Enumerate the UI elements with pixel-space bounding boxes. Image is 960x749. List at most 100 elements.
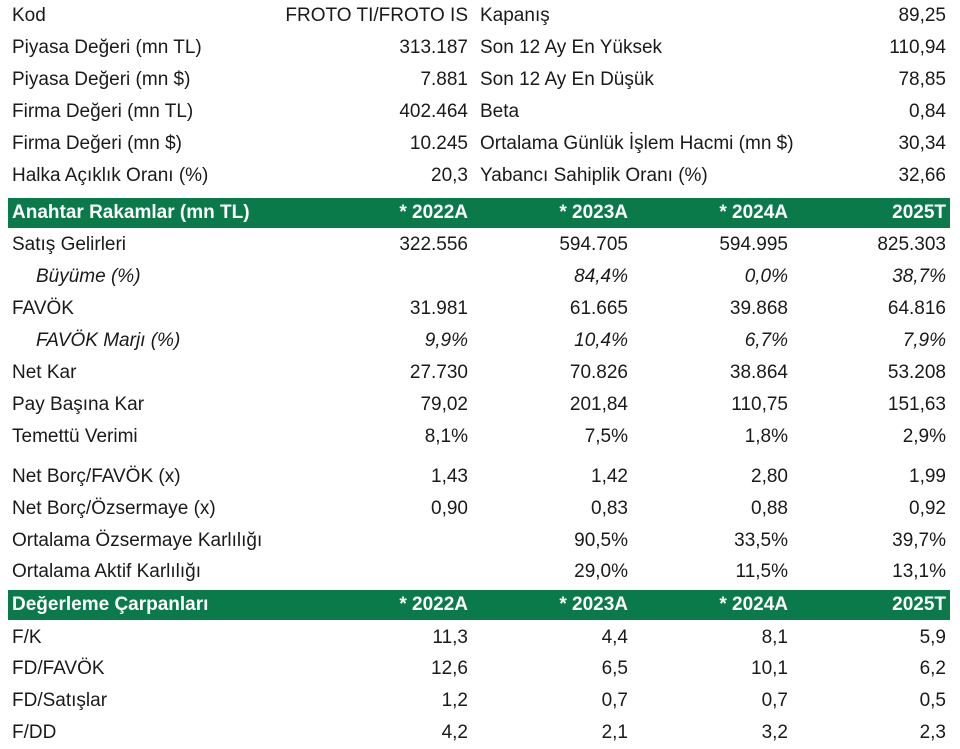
info-label: Kod (12, 5, 46, 26)
header-title: Değerleme Çarpanları (12, 594, 209, 615)
cell-value: 1,43 (431, 466, 468, 487)
cell-value: 7,9% (902, 330, 946, 351)
info-value: 10.245 (409, 133, 468, 154)
info-label: Piyasa Değeri (mn $) (12, 69, 191, 90)
info-row: Kod FROTO TI/FROTO IS Kapanış 89,25 (8, 0, 950, 31)
cell-value: 84,4% (574, 266, 628, 287)
cell-value: 6,7% (744, 330, 788, 351)
cell-value: 6,5 (601, 658, 628, 679)
table-row: Temettü Verimi 8,1% 7,5% 1,8% 2,9% (8, 421, 950, 452)
table-row: FAVÖK 31.981 61.665 39.868 64.816 (8, 293, 950, 324)
cell-value: 0,7 (601, 690, 628, 711)
info-row: Piyasa Değeri (mn $) 7.881 Son 12 Ay En … (8, 64, 950, 95)
cell-value: 6,2 (919, 658, 946, 679)
info-row: Firma Değeri (mn $) 10.245 Ortalama Günl… (8, 128, 950, 159)
cell-value: 31.981 (409, 298, 468, 319)
info-row: Halka Açıklık Oranı (%) 20,3 Yabancı Sah… (8, 160, 950, 191)
info-label: Beta (480, 101, 520, 122)
table-header: Anahtar Rakamlar (mn TL) * 2022A * 2023A… (8, 198, 950, 228)
info-label: Kapanış (480, 5, 550, 26)
header-year: * 2023A (559, 202, 628, 223)
cell-value: 61.665 (569, 298, 628, 319)
cell-value: 13,1% (892, 561, 946, 582)
cell-value: 64.816 (887, 298, 946, 319)
row-label: Satış Gelirleri (12, 234, 127, 255)
info-label: Son 12 Ay En Düşük (480, 69, 654, 90)
cell-value: 10,4% (574, 330, 628, 351)
info-label: Halka Açıklık Oranı (%) (12, 165, 209, 186)
cell-value: 2,3 (919, 722, 946, 743)
cell-value: 12,6 (431, 658, 468, 679)
info-value: 0,84 (909, 101, 946, 122)
header-year: * 2023A (559, 594, 628, 615)
cell-value: 322.556 (399, 234, 468, 255)
info-label: Firma Değeri (mn TL) (12, 101, 194, 122)
row-label: Pay Başına Kar (12, 394, 145, 415)
info-row: Firma Değeri (mn TL) 402.464 Beta 0,84 (8, 96, 950, 127)
cell-value: 1,99 (909, 466, 946, 487)
cell-value: 39,7% (892, 530, 946, 551)
cell-value: 7,5% (584, 426, 628, 447)
cell-value: 3,2 (761, 722, 788, 743)
table-row: Net Borç/Özsermaye (x) 0,90 0,83 0,88 0,… (8, 493, 950, 524)
info-value: 110,94 (889, 37, 946, 58)
header-year: 2025T (892, 594, 946, 615)
header-year: * 2024A (719, 594, 788, 615)
info-label: Firma Değeri (mn $) (12, 133, 182, 154)
cell-value: 2,1 (601, 722, 628, 743)
cell-value: 38,7% (892, 266, 946, 287)
row-label: Ortalama Aktif Karlılığı (12, 561, 202, 582)
cell-value (288, 261, 468, 292)
row-label: F/K (12, 627, 42, 648)
info-label: Yabancı Sahiplik Oranı (%) (480, 165, 708, 186)
cell-value: 9,9% (424, 330, 468, 351)
cell-value: 0,0% (744, 266, 788, 287)
cell-value: 8,1% (424, 426, 468, 447)
table-row: FAVÖK Marjı (%) 9,9% 10,4% 6,7% 7,9% (8, 325, 950, 356)
info-value: 30,34 (898, 133, 946, 154)
row-label: F/DD (12, 722, 57, 743)
cell-value: 8,1 (761, 627, 788, 648)
cell-value: 4,2 (441, 722, 468, 743)
row-label: Temettü Verimi (12, 426, 138, 447)
info-value: 7.881 (420, 69, 468, 90)
cell-value: 1,2 (441, 690, 468, 711)
cell-value: 11,5% (735, 561, 788, 582)
header-year: * 2022A (399, 202, 468, 223)
info-label: Piyasa Değeri (mn TL) (12, 37, 202, 58)
cell-value: 0,92 (909, 498, 946, 519)
table-row: Net Kar 27.730 70.826 38.864 53.208 (8, 357, 950, 388)
cell-value: 2,80 (751, 466, 788, 487)
row-label: Büyüme (%) (36, 266, 141, 287)
info-value: 32,66 (898, 165, 946, 186)
cell-value: 90,5% (574, 530, 628, 551)
row-label: Net Borç/FAVÖK (x) (12, 466, 181, 487)
cell-value: 53.208 (887, 362, 946, 383)
header-year: 2025T (892, 202, 946, 223)
table-row: Pay Başına Kar 79,02 201,84 110,75 151,6… (8, 389, 950, 420)
cell-value: 0,88 (751, 498, 788, 519)
info-value: 402.464 (399, 101, 468, 122)
row-label: Net Borç/Özsermaye (x) (12, 498, 216, 519)
table-row: Satış Gelirleri 322.556 594.705 594.995 … (8, 229, 950, 260)
cell-value: 5,9 (919, 627, 946, 648)
row-label: FD/Satışlar (12, 690, 108, 711)
cell-value (288, 525, 468, 556)
table-row: FD/FAVÖK 12,6 6,5 10,1 6,2 (8, 653, 950, 684)
table-header: Değerleme Çarpanları * 2022A * 2023A * 2… (8, 590, 950, 620)
cell-value: 0,90 (431, 498, 468, 519)
table-row: FD/Satışlar 1,2 0,7 0,7 0,5 (8, 685, 950, 716)
info-value: 78,85 (898, 69, 946, 90)
cell-value: 594.995 (719, 234, 788, 255)
cell-value: 594.705 (559, 234, 628, 255)
cell-value: 38.864 (729, 362, 788, 383)
table-row: F/K 11,3 4,4 8,1 5,9 (8, 622, 950, 653)
header-year: * 2022A (399, 594, 468, 615)
cell-value (288, 556, 468, 587)
cell-value: 4,4 (601, 627, 628, 648)
cell-value: 151,63 (887, 394, 946, 415)
row-label: FAVÖK Marjı (%) (36, 330, 181, 351)
info-label: Son 12 Ay En Yüksek (480, 37, 663, 58)
table-row: Ortalama Aktif Karlılığı 29,0% 11,5% 13,… (8, 556, 950, 587)
cell-value: 1,8% (744, 426, 788, 447)
